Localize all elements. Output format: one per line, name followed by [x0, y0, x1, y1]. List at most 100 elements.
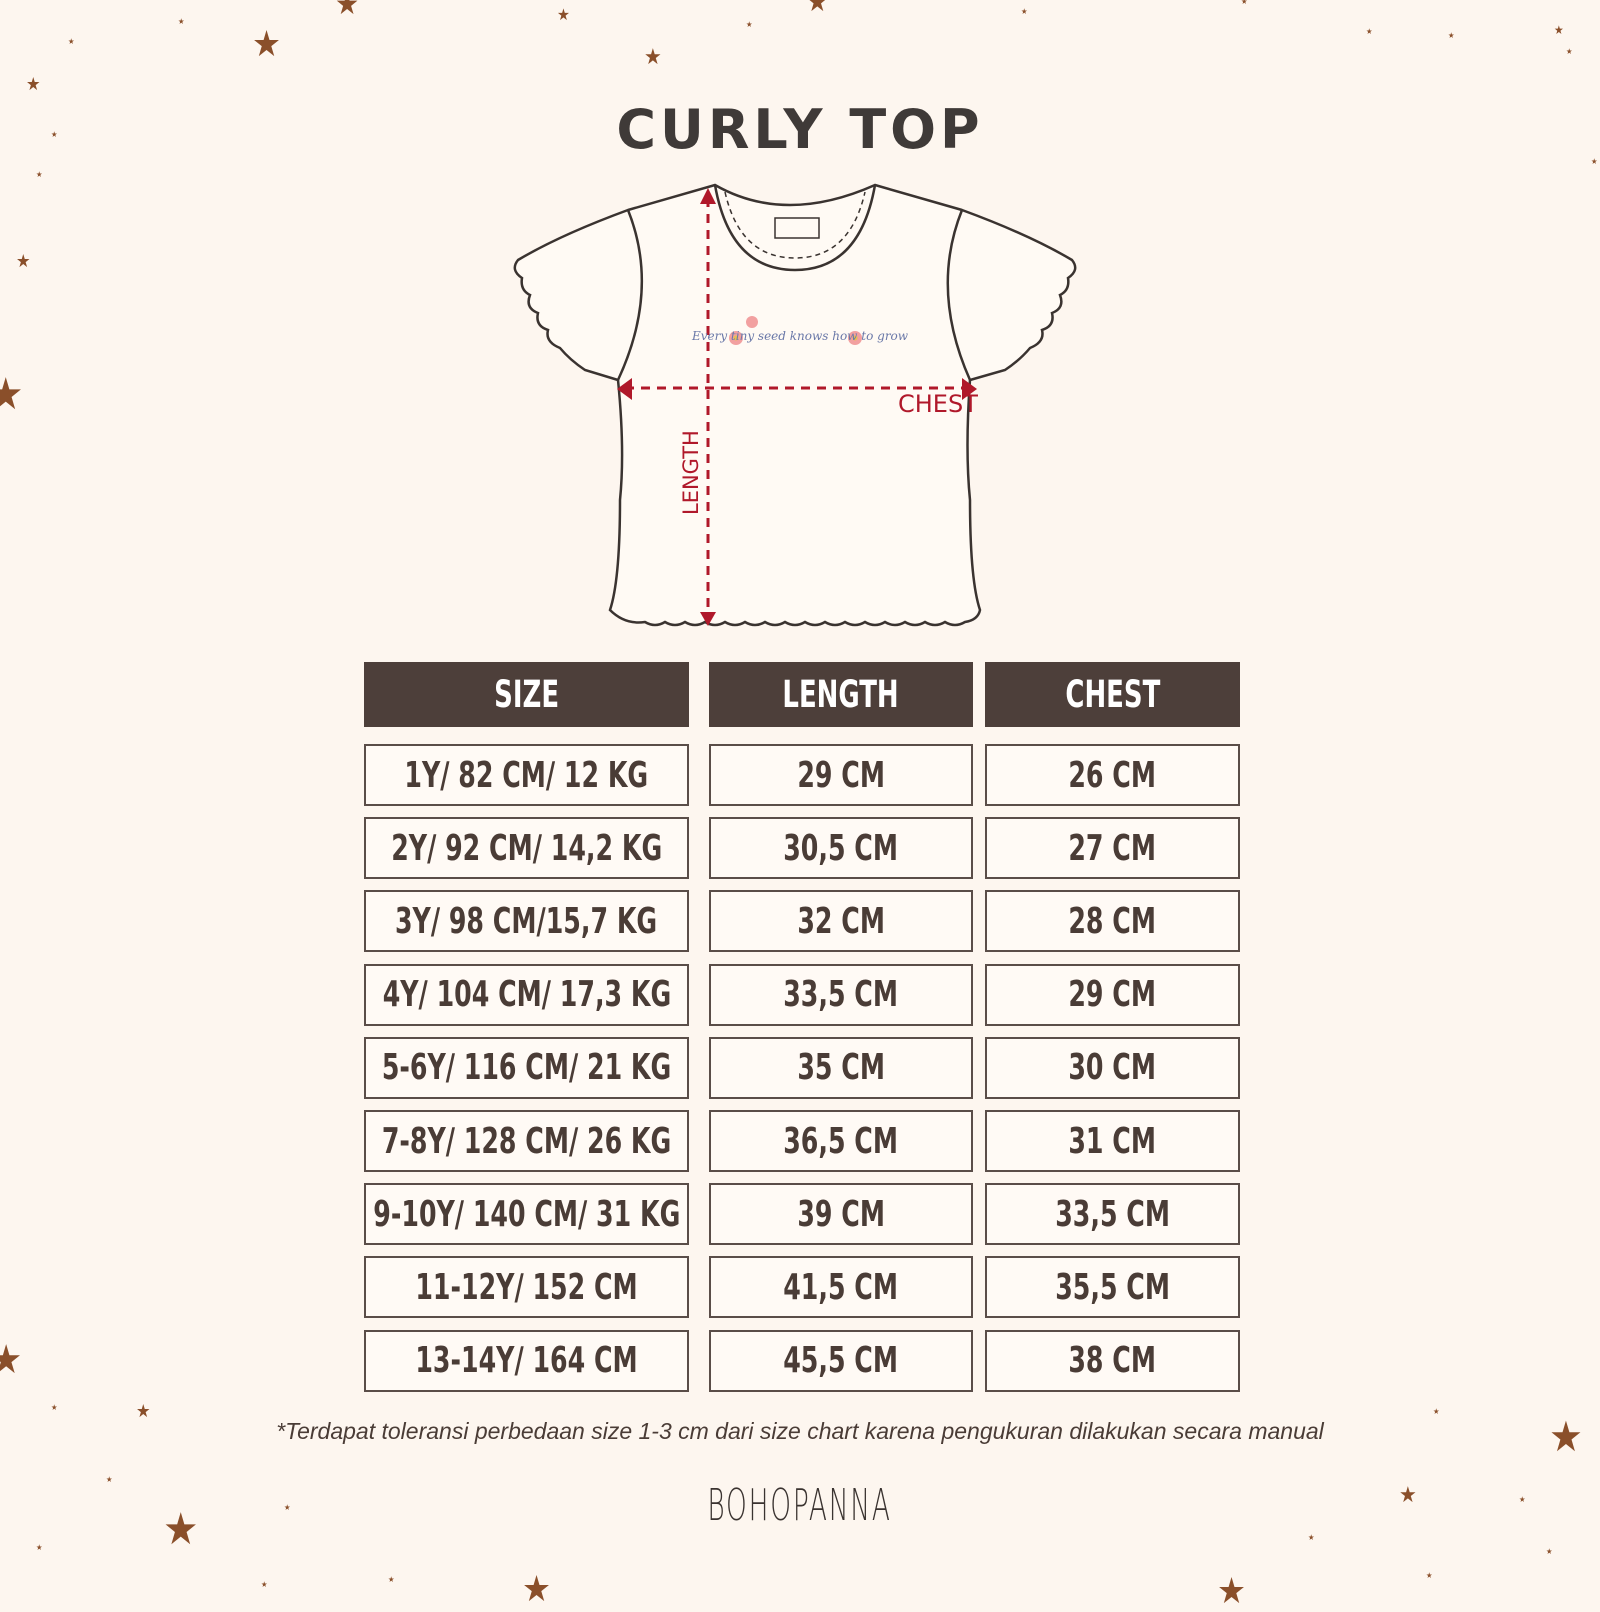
cell-chest: 26 CM — [985, 744, 1240, 806]
brand-logo: BOHOPANNA — [707, 1480, 893, 1531]
star-icon: ★ — [261, 1580, 268, 1589]
cell-text: 1Y/ 82 CM/ 12 KG — [404, 754, 649, 796]
cell-text: 33,5 CM — [783, 974, 899, 1016]
cell-text: 4Y/ 104 CM/ 17,3 KG — [382, 974, 671, 1016]
length-label: LENGTH — [679, 430, 703, 515]
star-icon: ★ — [178, 17, 185, 26]
star-icon: ★ — [26, 74, 41, 95]
cell-text: 41,5 CM — [783, 1266, 899, 1308]
star-icon: ★ — [522, 1569, 552, 1610]
cell-text: 38 CM — [1068, 1340, 1157, 1382]
star-icon: ★ — [68, 37, 75, 46]
cell-text: 29 CM — [797, 754, 885, 796]
star-icon: ★ — [1308, 1533, 1315, 1542]
cell-size: 2Y/ 92 CM/ 14,2 KG — [364, 817, 689, 880]
footnote: *Terdapat toleransi perbedaan size 1-3 c… — [276, 1418, 1324, 1444]
chest-label: CHEST — [898, 390, 978, 418]
flower-print: Every tiny seed knows how to grow — [691, 316, 909, 345]
star-icon: ★ — [252, 24, 282, 65]
star-icon: ★ — [1519, 1495, 1526, 1504]
cell-size: 11-12Y/ 152 CM — [364, 1256, 689, 1319]
star-icon: ★ — [163, 1504, 199, 1555]
star-icon: ★ — [1591, 157, 1598, 166]
star-icon: ★ — [284, 1503, 291, 1512]
header-chest: CHEST — [985, 662, 1240, 727]
shirt-diagram: Every tiny seed knows how to grow CHEST … — [513, 183, 1077, 627]
cell-length: 35 CM — [709, 1036, 973, 1099]
cell-text: 29 CM — [1068, 974, 1157, 1016]
cell-text: 31 CM — [1068, 1120, 1157, 1162]
star-icon: ★ — [0, 1337, 23, 1383]
cell-chest: 38 CM — [985, 1329, 1240, 1392]
star-icon: ★ — [16, 251, 31, 272]
star-icon: ★ — [1399, 1483, 1417, 1508]
cell-size: 5-6Y/ 116 CM/ 21 KG — [364, 1036, 689, 1099]
cell-length: 41,5 CM — [709, 1256, 973, 1319]
cell-text: 27 CM — [1068, 827, 1157, 869]
cell-text: 7-8Y/ 128 CM/ 26 KG — [381, 1120, 672, 1162]
cell-chest: 28 CM — [985, 890, 1240, 953]
star-icon: ★ — [136, 1401, 151, 1422]
cell-text: 3Y/ 98 CM/15,7 KG — [395, 900, 658, 942]
star-icon: ★ — [806, 0, 829, 18]
star-icon: ★ — [36, 170, 43, 179]
cell-length: 33,5 CM — [709, 963, 973, 1026]
header-label: LENGTH — [782, 673, 900, 716]
cell-chest: 29 CM — [985, 963, 1240, 1026]
cell-size: 1Y/ 82 CM/ 12 KG — [364, 744, 689, 806]
shirt-outline — [513, 183, 1077, 627]
star-icon: ★ — [1217, 1571, 1247, 1612]
cell-length: 30,5 CM — [709, 817, 973, 880]
cell-text: 35 CM — [797, 1047, 885, 1089]
page-title: CURLY TOP — [616, 98, 984, 161]
header-label: CHEST — [1065, 673, 1160, 716]
cell-chest: 33,5 CM — [985, 1183, 1240, 1246]
star-icon: ★ — [106, 1475, 113, 1484]
cell-size: 9-10Y/ 140 CM/ 31 KG — [364, 1183, 689, 1246]
cell-text: 36,5 CM — [783, 1120, 899, 1162]
star-icon: ★ — [557, 5, 570, 24]
cell-length: 36,5 CM — [709, 1110, 973, 1172]
star-icon: ★ — [1021, 7, 1028, 16]
cell-length: 32 CM — [709, 890, 973, 953]
star-icon: ★ — [1366, 27, 1373, 36]
star-icon: ★ — [36, 1543, 43, 1552]
cell-text: 30 CM — [1068, 1047, 1157, 1089]
cell-chest: 30 CM — [985, 1036, 1240, 1099]
cell-size: 4Y/ 104 CM/ 17,3 KG — [364, 963, 689, 1026]
cell-chest: 35,5 CM — [985, 1256, 1240, 1319]
cell-chest: 31 CM — [985, 1110, 1240, 1172]
star-icon: ★ — [388, 1575, 395, 1584]
cell-length: 39 CM — [709, 1183, 973, 1246]
cell-size: 3Y/ 98 CM/15,7 KG — [364, 890, 689, 953]
print-text: Every tiny seed knows how to grow — [691, 329, 909, 343]
star-icon: ★ — [746, 20, 753, 29]
star-icon: ★ — [1241, 0, 1248, 6]
cell-text: 11-12Y/ 152 CM — [415, 1266, 638, 1308]
header-size: SIZE — [364, 662, 689, 727]
header-length: LENGTH — [709, 662, 973, 727]
star-icon: ★ — [51, 130, 58, 139]
cell-chest: 27 CM — [985, 817, 1240, 880]
star-icon: ★ — [1448, 31, 1455, 40]
star-icon: ★ — [1433, 1407, 1440, 1416]
star-icon: ★ — [1426, 1571, 1433, 1580]
cell-length: 29 CM — [709, 744, 973, 806]
cell-text: 26 CM — [1068, 754, 1157, 796]
star-icon: ★ — [1566, 47, 1573, 56]
cell-text: 33,5 CM — [1055, 1193, 1170, 1235]
cell-text: 30,5 CM — [783, 827, 899, 869]
cell-text: 28 CM — [1068, 900, 1157, 942]
star-icon: ★ — [1549, 1412, 1583, 1461]
star-icon: ★ — [1546, 1547, 1553, 1556]
cell-text: 2Y/ 92 CM/ 14,2 KG — [391, 827, 662, 869]
cell-text: 9-10Y/ 140 CM/ 31 KG — [372, 1193, 681, 1235]
cell-length: 45,5 CM — [709, 1329, 973, 1392]
cell-text: 35,5 CM — [1055, 1266, 1170, 1308]
cell-text: 5-6Y/ 116 CM/ 21 KG — [381, 1047, 672, 1089]
star-icon: ★ — [51, 1403, 58, 1412]
cell-text: 13-14Y/ 164 CM — [415, 1340, 638, 1382]
cell-text: 39 CM — [797, 1193, 885, 1235]
cell-size: 13-14Y/ 164 CM — [364, 1329, 689, 1392]
star-icon: ★ — [1554, 23, 1564, 37]
